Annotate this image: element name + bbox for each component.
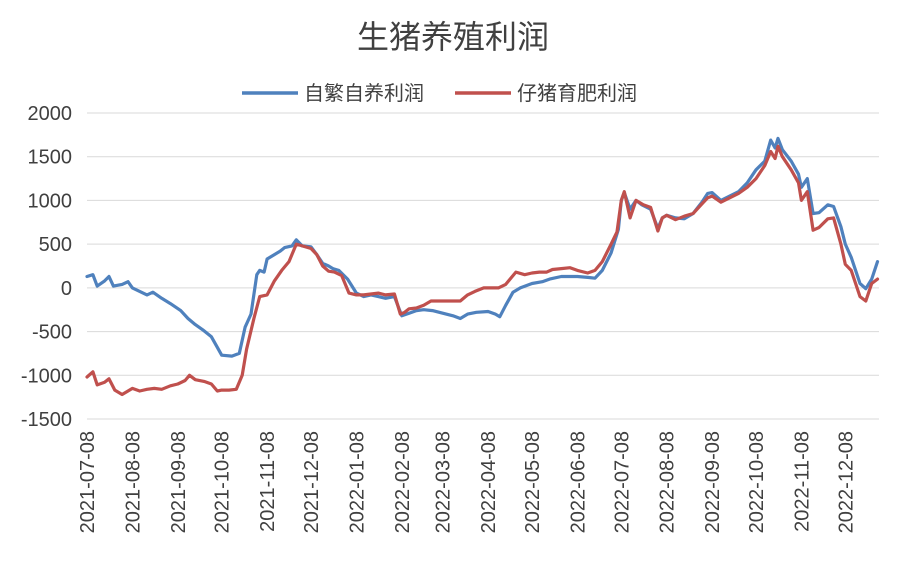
x-tick-label: 2021-12-08 — [301, 431, 323, 533]
x-tick-label: 2022-04-08 — [478, 431, 500, 533]
x-tick-label: 2021-08-08 — [122, 431, 144, 533]
x-tick-label: 2022-03-08 — [433, 431, 455, 533]
x-tick-label: 2022-10-08 — [746, 431, 768, 533]
x-tick-label: 2021-10-08 — [212, 431, 234, 533]
x-tick-label: 2022-09-08 — [702, 431, 724, 533]
x-tick-label: 2022-01-08 — [346, 431, 368, 533]
series-lines — [85, 136, 880, 397]
x-tick-label: 2022-07-08 — [611, 431, 633, 533]
x-tick-label: 2021-07-08 — [77, 431, 99, 533]
legend-label-0: 自繁自养利润 — [304, 81, 424, 105]
y-axis-tick-labels: 2000 1500 1000 500 0 -500 -1000 -1500 — [21, 103, 72, 431]
chart-title: 生猪养殖利润 — [356, 18, 549, 56]
x-tick-label: 2021-11-08 — [257, 431, 279, 532]
y-tick-label: -500 — [32, 322, 72, 344]
series-line-0 — [85, 136, 880, 358]
x-tick-label: 2022-02-08 — [392, 431, 414, 533]
gridlines — [87, 112, 879, 420]
y-tick-label: 1000 — [28, 190, 73, 212]
y-tick-label: 1500 — [28, 147, 73, 169]
x-tick-label: 2021-09-08 — [168, 431, 190, 533]
x-tick-label: 2022-11-08 — [791, 431, 813, 532]
y-tick-label: 0 — [61, 278, 72, 300]
x-tick-label: 2022-12-08 — [835, 431, 857, 533]
y-tick-label: 500 — [39, 234, 72, 256]
y-tick-label: -1000 — [21, 365, 72, 387]
legend: 自繁自养利润 仔猪育肥利润 — [242, 81, 637, 105]
x-axis-tick-labels: 2021-07-08 2021-08-08 2021-09-08 2021-10-08… — [77, 431, 857, 533]
x-tick-label: 2022-08-08 — [657, 431, 679, 533]
series-line-1 — [85, 144, 880, 397]
x-tick-label: 2022-05-08 — [522, 431, 544, 533]
y-tick-label: -1500 — [21, 409, 72, 431]
x-tick-label: 2022-06-08 — [567, 431, 589, 533]
legend-label-1: 仔猪育肥利润 — [517, 81, 637, 105]
y-tick-label: 2000 — [28, 103, 73, 125]
